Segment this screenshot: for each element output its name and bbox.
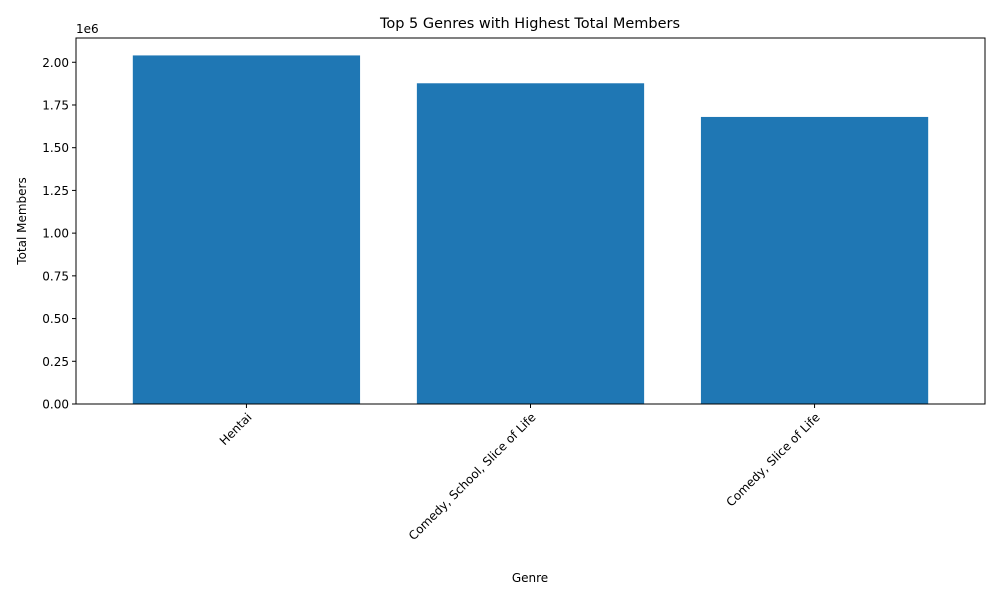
bar-2 bbox=[700, 116, 929, 405]
chart-title: Top 5 Genres with Highest Total Members bbox=[379, 16, 680, 32]
y-axis-ticks: 0.00 0.25 0.50 0.75 1.00 1.25 1.50 1.75 2.00 bbox=[42, 56, 76, 412]
plot-area: 0.00 0.25 0.50 0.75 1.00 1.25 1.50 1.75 2.00 Hen… bbox=[42, 37, 986, 543]
bar-1 bbox=[416, 83, 645, 404]
y-axis-label: Total Members bbox=[15, 177, 29, 265]
y-tick-label-2: 0.50 bbox=[42, 312, 69, 326]
y-axis-offset-label: 1e6 bbox=[76, 22, 99, 36]
y-tick-label-8: 2.00 bbox=[42, 56, 69, 70]
y-tick-label-6: 1.50 bbox=[42, 141, 69, 155]
y-tick-label-5: 1.25 bbox=[42, 184, 69, 198]
x-tick-label-1: Comedy, School, Slice of Life bbox=[406, 410, 539, 543]
bars-group bbox=[132, 55, 929, 405]
bar-0 bbox=[132, 55, 361, 405]
x-axis-label: Genre bbox=[512, 571, 548, 585]
y-tick-label-4: 1.00 bbox=[42, 227, 69, 241]
x-tick-label-2: Comedy, Slice of Life bbox=[724, 410, 823, 509]
y-tick-label-3: 0.75 bbox=[42, 269, 69, 283]
plot-frame bbox=[75, 37, 986, 405]
y-tick-label-1: 0.25 bbox=[42, 355, 69, 369]
y-tick-label-7: 1.75 bbox=[42, 98, 69, 112]
x-axis-ticks: Hentai Comedy, School, Slice of Life Comed… bbox=[217, 404, 823, 543]
x-tick-label-0: Hentai bbox=[217, 410, 255, 448]
y-tick-label-0: 0.00 bbox=[42, 398, 69, 412]
